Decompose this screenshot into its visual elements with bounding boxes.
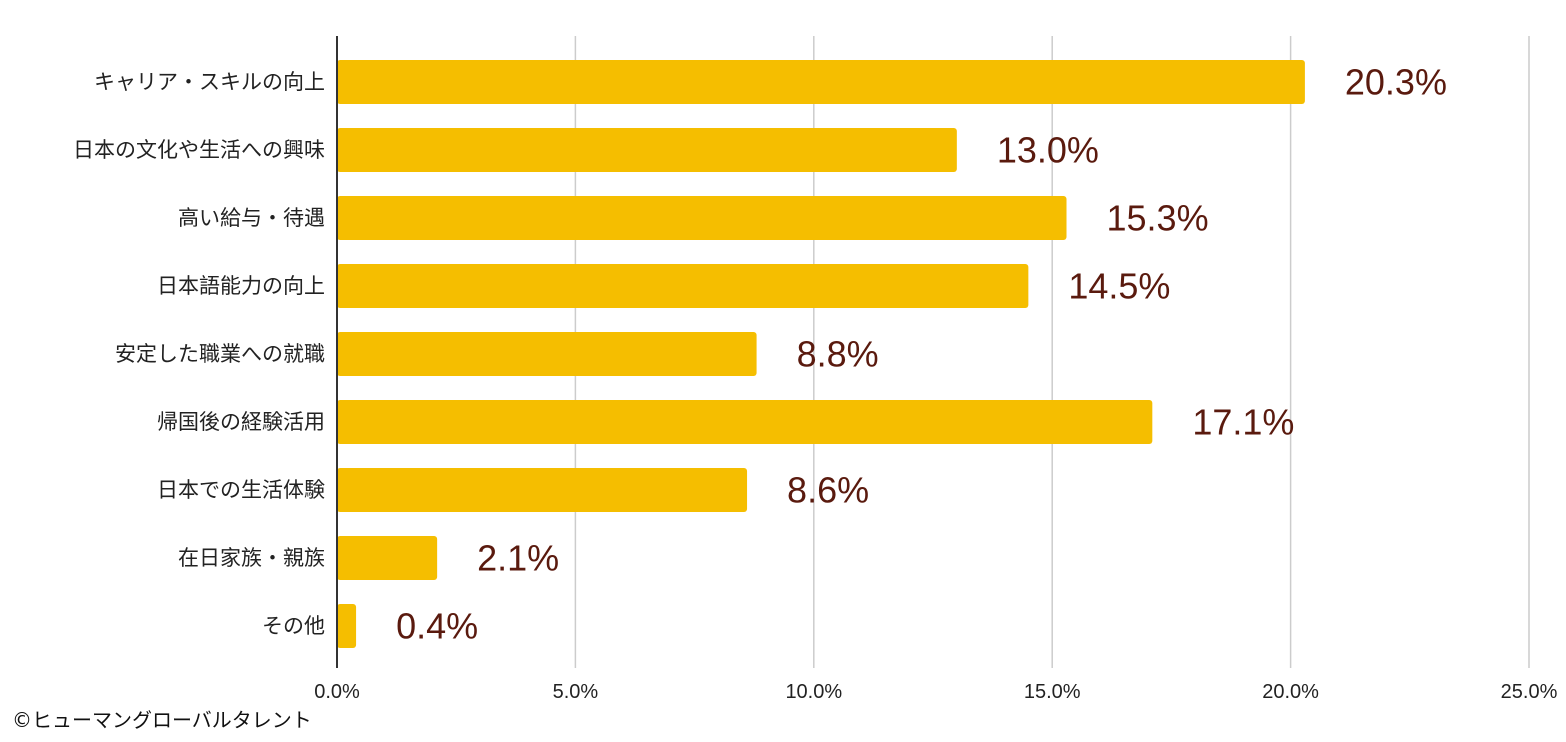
bar-0 xyxy=(337,60,1305,104)
bars xyxy=(337,60,1305,648)
category-label-3: 日本語能力の向上 xyxy=(157,274,325,298)
data-label-1: 13.0% xyxy=(997,130,1099,171)
category-label-4: 安定した職業への就職 xyxy=(115,342,325,366)
category-label-2: 高い給与・待遇 xyxy=(178,206,325,230)
data-label-2: 15.3% xyxy=(1107,198,1209,239)
data-label-8: 0.4% xyxy=(396,606,478,647)
category-label-1: 日本の文化や生活への興味 xyxy=(73,138,325,162)
category-label-7: 在日家族・親族 xyxy=(178,546,325,570)
x-tick-label-1: 5.0% xyxy=(553,681,599,703)
bar-3 xyxy=(337,264,1029,308)
category-label-0: キャリア・スキルの向上 xyxy=(94,70,325,94)
x-tick-label-2: 10.0% xyxy=(785,681,842,703)
data-label-0: 20.3% xyxy=(1345,62,1447,103)
data-labels: 20.3% 13.0%15.3% 14.5% 8.8% 17.1% 8.6% 2.1% 0.4… xyxy=(396,62,1447,647)
bar-8 xyxy=(337,604,357,648)
bar-5 xyxy=(337,400,1153,444)
copyright-notice: ©ヒューマングローバルタレント xyxy=(12,708,312,732)
bar-1 xyxy=(337,128,957,172)
bar-4 xyxy=(337,332,757,376)
bar-2 xyxy=(337,196,1067,240)
x-tick-label-3: 15.0% xyxy=(1024,681,1081,703)
x-tick-label-0: 0.0% xyxy=(314,681,360,703)
category-label-8: その他 xyxy=(262,614,325,638)
x-tick-label-5: 25.0% xyxy=(1501,681,1558,703)
data-label-4: 8.8% xyxy=(797,334,879,375)
data-label-6: 8.6% xyxy=(787,470,869,511)
data-label-3: 14.5% xyxy=(1068,266,1170,307)
bar-6 xyxy=(337,468,748,512)
category-label-5: 帰国後の経験活用 xyxy=(157,410,325,434)
x-axis-tick-labels: 0.0% 5.0% 10.0% 15.0% 20.0% 25.0% xyxy=(314,681,1557,703)
data-label-7: 2.1% xyxy=(477,538,559,579)
x-tick-label-4: 20.0% xyxy=(1262,681,1319,703)
bar-7 xyxy=(337,536,438,580)
category-labels: キャリア・スキルの向上日本の文化や生活への興味高い給与・待遇日本語能力の向上安定… xyxy=(73,70,325,638)
category-label-6: 日本での生活体験 xyxy=(157,478,325,502)
data-label-5: 17.1% xyxy=(1192,402,1294,443)
